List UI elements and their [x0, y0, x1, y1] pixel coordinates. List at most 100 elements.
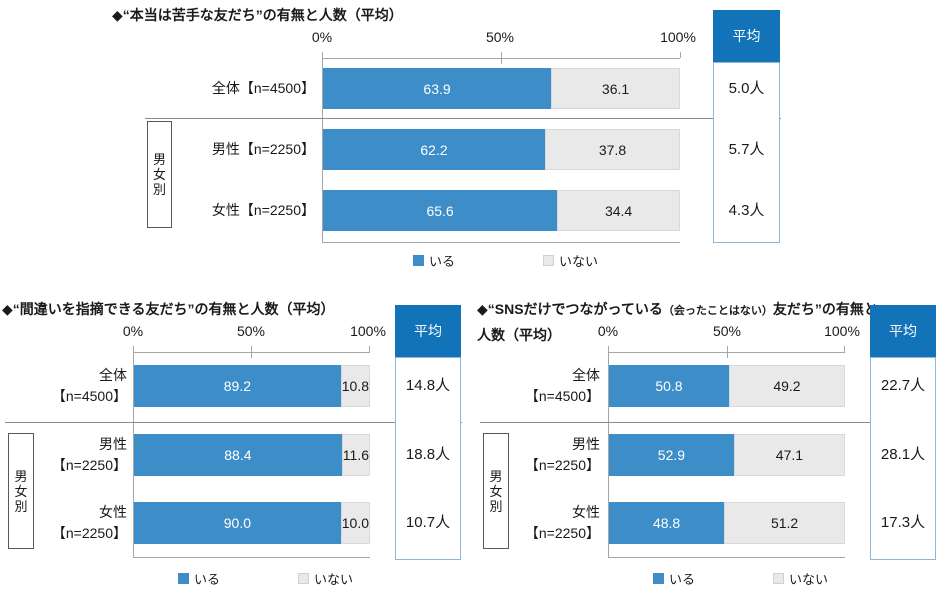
- chart2-xtick-0: 0%: [122, 323, 144, 339]
- category-line2: 【n=4500】: [524, 388, 600, 404]
- chart3-bar-have-male: 52.9: [609, 434, 734, 476]
- legend-label: いる: [194, 572, 221, 587]
- chart3-title-line2: 人数（平均）: [477, 327, 561, 343]
- legend-swatch-have: [178, 573, 189, 584]
- chart2-title: ◆“間違いを指摘できる友だち”の有無と人数（平均）: [2, 301, 335, 317]
- chart3-xtick-50: 50%: [712, 323, 742, 339]
- chart3-bar-have-female: 48.8: [609, 502, 725, 544]
- bar-value-label: 88.4: [224, 447, 252, 463]
- bar-value-label: 10.0: [341, 515, 369, 531]
- group-label-char: 男: [152, 152, 166, 167]
- chart2-category-female: 女性 【n=2250】: [0, 502, 127, 544]
- chart3-axis-tick-50: [727, 346, 728, 358]
- group-label-char: 男: [489, 468, 503, 484]
- chart1-xtick-50: 50%: [485, 29, 515, 45]
- chart2-legend-nothave: いない: [298, 569, 353, 588]
- legend-swatch-have: [653, 573, 664, 584]
- bar-value-label: 37.8: [598, 141, 627, 158]
- chart2-axis-tick-0: [133, 346, 134, 352]
- bar-value-label: 11.6: [342, 447, 369, 463]
- chart3-average-header: 平均: [870, 305, 936, 357]
- chart1-average-box: [713, 62, 780, 243]
- chart1-legend-have: いる: [413, 251, 455, 270]
- bar-value-label: 52.9: [657, 447, 686, 463]
- chart3-category-male: 男性 【n=2250】: [505, 434, 600, 476]
- group-label-char: 別: [152, 182, 166, 197]
- bar-value-label: 65.6: [426, 202, 454, 219]
- chart3-category-female: 女性 【n=2250】: [505, 502, 600, 544]
- legend-swatch-nothave: [298, 573, 309, 584]
- chart1-group-label-box: 男 女 別: [147, 121, 172, 228]
- bar-value-label: 47.1: [775, 447, 804, 463]
- chart2-bar-nothave-zentai: 10.8: [340, 365, 370, 407]
- category-line1: 女性: [99, 504, 127, 520]
- chart1-average-zentai: 5.0人: [728, 80, 765, 97]
- category-line1: 男性: [572, 436, 600, 452]
- chart3-average-male: 28.1人: [880, 446, 926, 463]
- chart2-average-header: 平均: [395, 305, 461, 357]
- chart2-bar-row: 88.4 11.6: [134, 434, 370, 476]
- legend-swatch-nothave: [773, 573, 784, 584]
- chart2-average-female: 10.7人: [405, 514, 451, 531]
- chart1-category-female: 女性【n=2250】: [211, 202, 315, 218]
- chart3-bar-have-zentai: 50.8: [609, 365, 729, 407]
- chart1-xtick-100: 100%: [660, 29, 696, 45]
- chart2-bar-have-female: 90.0: [134, 502, 341, 544]
- legend-label: いる: [669, 572, 696, 587]
- bar-value-label: 49.2: [773, 378, 801, 394]
- category-line2: 【n=4500】: [51, 388, 127, 404]
- chart1-title: ◆“本当は苦手な友だち”の有無と人数（平均）: [112, 7, 403, 23]
- group-label-char: 女: [14, 483, 28, 499]
- chart2-average-zentai: 14.8人: [405, 377, 451, 394]
- chart3-bar-nothave-female: 51.2: [724, 502, 845, 544]
- chart1-average-header: 平均: [713, 10, 780, 62]
- bar-value-label: 63.9: [423, 80, 451, 97]
- bar-value-label: 10.8: [341, 378, 369, 394]
- legend-label: いない: [789, 572, 829, 587]
- bar-value-label: 51.2: [770, 515, 799, 531]
- legend-label: いない: [559, 254, 599, 269]
- chart3-axis-tick-0: [608, 346, 609, 352]
- chart3-category-zentai: 全体 【n=4500】: [505, 365, 600, 407]
- group-label-char: 女: [489, 483, 503, 499]
- bar-value-label: 34.4: [604, 202, 633, 219]
- category-line2: 【n=2250】: [524, 525, 600, 541]
- chart1-bar-row: 63.9 36.1: [323, 68, 680, 109]
- chart1-bar-have-zentai: 63.9: [323, 68, 552, 109]
- chart1-bar-nothave-male: 37.8: [545, 129, 680, 170]
- chart3-axis-tick-100: [844, 346, 845, 352]
- chart1-average-male: 5.7人: [728, 141, 765, 158]
- chart1-axis-tick-100: [680, 52, 681, 58]
- chart1-legend-nothave: いない: [543, 251, 598, 270]
- chart3-plot-area: [608, 352, 845, 558]
- category-line2: 【n=2250】: [524, 457, 600, 473]
- chart1-category-zentai: 全体【n=4500】: [211, 80, 315, 96]
- chart3-title-line1: ◆“SNSだけでつながっている（会ったことはない）友だち”の有無と: [477, 299, 878, 319]
- chart3-xtick-100: 100%: [824, 323, 860, 339]
- chart1-bar-have-female: 65.6: [323, 190, 558, 231]
- bar-value-label: 89.2: [223, 378, 251, 394]
- chart2-bar-have-male: 88.4: [134, 434, 342, 476]
- chart1-xtick-0: 0%: [311, 29, 333, 45]
- group-label-char: 女: [152, 167, 166, 182]
- category-line1: 全体: [572, 367, 600, 383]
- chart2-bar-nothave-female: 10.0: [340, 502, 370, 544]
- chart2-bar-row: 89.2 10.8: [134, 365, 370, 407]
- chart1-bar-nothave-zentai: 36.1: [551, 68, 680, 109]
- chart1-bar-row: 62.2 37.8: [323, 129, 680, 170]
- category-line1: 女性: [572, 504, 600, 520]
- chart2-average-male: 18.8人: [405, 446, 451, 463]
- bar-value-label: 50.8: [655, 378, 683, 394]
- group-label-char: 別: [489, 498, 503, 514]
- chart2-category-zentai: 全体 【n=4500】: [0, 365, 127, 407]
- category-line1: 男性: [99, 436, 127, 452]
- legend-label: いない: [314, 572, 354, 587]
- chart2-group-separator: [5, 422, 462, 423]
- chart3-bar-row: 52.9 47.1: [609, 434, 845, 476]
- chart3-average-box: [870, 357, 936, 560]
- chart2-legend-have: いる: [178, 569, 220, 588]
- category-line1: 全体: [99, 367, 127, 383]
- chart3-group-separator: [480, 422, 936, 423]
- chart2-bar-have-zentai: 89.2: [134, 365, 341, 407]
- category-line2: 【n=2250】: [51, 457, 127, 473]
